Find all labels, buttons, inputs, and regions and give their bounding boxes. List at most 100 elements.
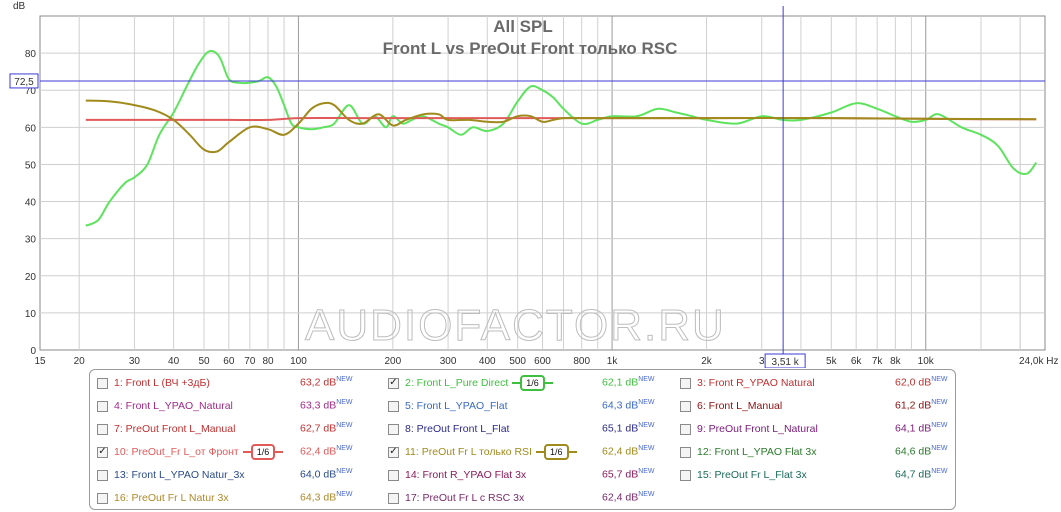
y-tick-label: 0 <box>30 346 36 357</box>
legend-checkbox-10[interactable]: ✓ <box>97 446 108 458</box>
legend-label: 8: PreOut Front L_Flat <box>405 423 510 435</box>
legend-panel: 1: Front L (ВЧ +3дБ) 63,2 dBNEW ✓ 2: Front … <box>89 369 956 510</box>
y-tick-label: 80 <box>25 49 37 60</box>
x-tick-label: 10k <box>918 356 935 367</box>
x-tick-label: 400 <box>479 356 496 367</box>
smoothing-line-left <box>242 451 251 453</box>
legend-item-2[interactable]: ✓ 2: Front L_Pure Direct 1/6 <box>388 374 553 392</box>
smoothing-label: 1/6 <box>520 375 545 391</box>
legend-value-11: 62,4 dBNEW <box>602 445 655 458</box>
legend-label: 6: Front L_Manual <box>697 400 783 412</box>
new-badge: NEW <box>931 445 948 452</box>
legend-checkbox-11[interactable]: ✓ <box>388 446 399 458</box>
legend-checkbox-5[interactable] <box>388 400 399 412</box>
x-tick-label: 70 <box>244 356 256 367</box>
legend-value-16: 64,3 dBNEW <box>300 491 353 504</box>
legend-value-text: 62,0 dB <box>895 376 932 389</box>
legend-value-10: 62,4 dBNEW <box>300 445 353 458</box>
series-group <box>85 49 1037 227</box>
legend-item-1[interactable]: 1: Front L (ВЧ +3дБ) <box>97 374 210 392</box>
legend-item-10[interactable]: ✓ 10: PreOut_Fr L_от Фронт 1/6 <box>97 443 284 461</box>
x-tick-label: 50 <box>198 356 210 367</box>
y-tick-labels: 0 10 20 30 40 50 60 70 80 <box>25 49 37 357</box>
x-tick-label: 1k <box>607 356 619 367</box>
y-tick-label: 50 <box>25 160 37 171</box>
y-tick-label: 60 <box>25 123 37 134</box>
series-line-3 <box>85 99 1037 154</box>
legend-label: 9: PreOut Front L_Natural <box>697 423 818 435</box>
legend-checkbox-14[interactable] <box>388 469 399 481</box>
new-badge: NEW <box>336 399 353 406</box>
legend-checkbox-4[interactable] <box>97 400 108 412</box>
x-tick-label: 100 <box>290 356 307 367</box>
legend-value-text: 64,0 dB <box>300 468 337 481</box>
legend-value-5: 64,3 dBNEW <box>602 399 655 412</box>
legend-item-3[interactable]: 3: Front R_YPAO Natural <box>680 374 815 392</box>
legend-value-12: 64,6 dBNEW <box>895 445 948 458</box>
legend-value-text: 62,4 dB <box>602 491 639 504</box>
legend-label: 4: Front L_YPAO_Natural <box>114 400 233 412</box>
legend-label: 16: PreOut Fr L Natur 3x <box>114 492 229 504</box>
legend-item-5[interactable]: 5: Front L_YPAO_Flat <box>388 397 508 415</box>
new-badge: NEW <box>638 399 655 406</box>
legend-value-6: 61,2 dBNEW <box>895 399 948 412</box>
new-badge: NEW <box>931 422 948 429</box>
legend-checkbox-13[interactable] <box>97 469 108 481</box>
new-badge: NEW <box>638 422 655 429</box>
x-tick-label: 60 <box>223 356 235 367</box>
legend-checkbox-9[interactable] <box>680 423 691 435</box>
legend-item-13[interactable]: 13: Front L_YPAO Natur_3x <box>97 466 245 484</box>
legend-checkbox-12[interactable] <box>680 446 691 458</box>
legend-item-17[interactable]: 17: PreOut Fr L c RSC 3x <box>388 489 524 507</box>
chart-title: All SPL <box>493 17 553 36</box>
spl-chart[interactable]: dB 0 10 20 30 40 50 60 70 80 15 20 30 40 50 60 70 80 100… <box>0 0 1061 368</box>
smoothing-indicator[interactable]: 1/6 <box>535 444 577 460</box>
legend-checkbox-2[interactable]: ✓ <box>388 377 399 389</box>
new-badge: NEW <box>336 491 353 498</box>
new-badge: NEW <box>638 468 655 475</box>
legend-item-11[interactable]: ✓ 11: PreOut Fr L только RSI 1/6 <box>388 443 577 461</box>
legend-item-7[interactable]: 7: PreOut Front L_Manual <box>97 420 235 438</box>
legend-value-text: 62,4 dB <box>300 445 337 458</box>
x-tick-label: 15 <box>34 356 46 367</box>
y-tick-label: 70 <box>25 86 37 97</box>
legend-checkbox-15[interactable] <box>680 469 691 481</box>
smoothing-label: 1/6 <box>250 444 276 460</box>
legend-checkbox-3[interactable] <box>680 377 691 389</box>
legend-checkbox-7[interactable] <box>97 423 108 435</box>
cursor-level-box <box>9 73 39 89</box>
legend-checkbox-8[interactable] <box>388 423 399 435</box>
legend-value-text: 62,7 dB <box>300 422 337 435</box>
legend-value-text: 63,3 dB <box>300 399 337 412</box>
legend-label: 3: Front R_YPAO Natural <box>697 377 815 389</box>
legend-value-text: 62,1 dB <box>602 376 639 389</box>
x-tick-label: 2k <box>701 356 713 367</box>
legend-item-8[interactable]: 8: PreOut Front L_Flat <box>388 420 509 438</box>
legend-checkbox-17[interactable] <box>388 492 399 504</box>
legend-item-16[interactable]: 16: PreOut Fr L Natur 3x <box>97 489 229 507</box>
x-tick-label: 200 <box>385 356 402 367</box>
x-tick-label: 300 <box>440 356 457 367</box>
legend-item-4[interactable]: 4: Front L_YPAO_Natural <box>97 397 233 415</box>
legend-value-2: 62,1 dBNEW <box>602 376 655 389</box>
smoothing-indicator[interactable]: 1/6 <box>242 444 284 460</box>
legend-checkbox-6[interactable] <box>680 400 691 412</box>
smoothing-line-right <box>275 451 284 453</box>
legend-item-6[interactable]: 6: Front L_Manual <box>680 397 782 415</box>
legend-value-7: 62,7 dBNEW <box>300 422 353 435</box>
new-badge: NEW <box>638 491 655 498</box>
legend-label: 2: Front L_Pure Direct <box>405 377 509 389</box>
legend-value-text: 64,1 dB <box>895 422 932 435</box>
legend-item-15[interactable]: 15: PreOut Fr L_Flat 3x <box>680 466 807 484</box>
legend-item-14[interactable]: 14: Front R_YPAO Flat 3x <box>388 466 526 484</box>
legend-item-12[interactable]: 12: Front L_YPAO Flat 3x <box>680 443 816 461</box>
legend-item-9[interactable]: 9: PreOut Front L_Natural <box>680 420 818 438</box>
legend-label: 15: PreOut Fr L_Flat 3x <box>697 469 807 481</box>
y-tick-label: 20 <box>25 272 37 283</box>
x-tick-label: 500 <box>509 356 526 367</box>
smoothing-indicator[interactable]: 1/6 <box>512 375 553 391</box>
legend-checkbox-16[interactable] <box>97 492 108 504</box>
legend-checkbox-1[interactable] <box>97 377 108 389</box>
cursor[interactable]: 72,5 3,51 k <box>9 6 1045 368</box>
new-badge: NEW <box>638 445 655 452</box>
